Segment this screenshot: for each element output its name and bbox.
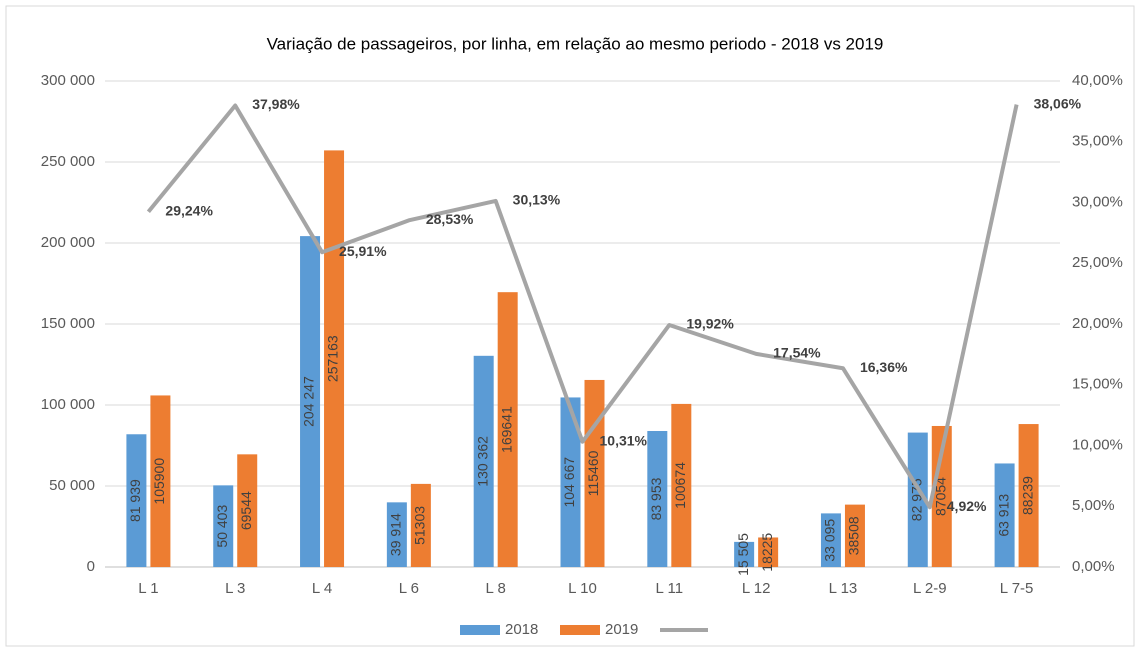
- bar: [324, 150, 345, 567]
- bar: [931, 425, 952, 567]
- data-label: 115460: [585, 450, 601, 496]
- y2-tick-label: 5,00%: [1072, 497, 1115, 514]
- chart-title: Variação de passageiros, por linha, em r…: [267, 34, 884, 53]
- data-label: 204 247: [301, 376, 317, 427]
- line-label: 4,92%: [947, 498, 987, 514]
- y-tick-label: 300 000: [41, 72, 95, 89]
- y-tick-label: 250 000: [41, 153, 95, 170]
- legend-label: 2018: [505, 621, 538, 638]
- legend-swatch: [560, 625, 600, 635]
- data-label: 50 403: [214, 505, 230, 548]
- x-tick-label: L 10: [568, 580, 597, 597]
- data-label: 87054: [932, 477, 948, 516]
- x-tick-label: L 8: [486, 580, 506, 597]
- data-label: 83 953: [648, 477, 664, 520]
- bar: [994, 463, 1015, 567]
- legend-label: 2019: [605, 621, 638, 638]
- y-tick-label: 200 000: [41, 234, 95, 251]
- line-label: 16,36%: [860, 359, 908, 375]
- y-tick-label: 50 000: [49, 477, 95, 494]
- bar: [126, 434, 147, 567]
- bar: [820, 513, 841, 567]
- data-label: 81 939: [127, 479, 143, 522]
- line-label: 28,53%: [426, 211, 474, 227]
- y2-tick-label: 0,00%: [1072, 558, 1115, 575]
- x-tick-label: L 12: [742, 580, 771, 597]
- bar: [584, 379, 605, 567]
- line-series: [146, 103, 1019, 510]
- y2-tick-label: 15,00%: [1072, 376, 1123, 393]
- bar: [386, 502, 407, 567]
- y2-tick-label: 25,00%: [1072, 254, 1123, 271]
- x-tick-label: L 7-5: [1000, 580, 1034, 597]
- data-label: 33 095: [822, 519, 838, 562]
- data-label: 130 362: [474, 436, 490, 487]
- line-label: 17,54%: [773, 345, 821, 361]
- y2-tick-label: 30,00%: [1072, 193, 1123, 210]
- line-label: 37,98%: [252, 96, 300, 112]
- data-label: 257163: [325, 335, 341, 382]
- y2-tick-label: 10,00%: [1072, 436, 1123, 453]
- bar: [300, 236, 321, 567]
- line-label: 30,13%: [513, 192, 561, 208]
- data-label: 169641: [498, 406, 514, 453]
- y-tick-label: 100 000: [41, 396, 95, 413]
- x-tick-label: L 4: [312, 580, 332, 597]
- data-label: 88239: [1019, 476, 1035, 515]
- data-label: 38508: [846, 516, 862, 555]
- line-label: 10,31%: [600, 432, 648, 448]
- data-label: 15 505: [735, 533, 751, 576]
- data-label: 63 913: [995, 494, 1011, 537]
- y2-tick-label: 35,00%: [1072, 133, 1123, 150]
- data-label: 104 667: [561, 457, 577, 508]
- legend-swatch: [460, 625, 500, 635]
- data-label: 100674: [672, 462, 688, 509]
- bar: [734, 541, 755, 567]
- y2-tick-label: 20,00%: [1072, 315, 1123, 332]
- bar: [237, 454, 258, 567]
- bar: [560, 397, 581, 567]
- bar: [150, 395, 171, 567]
- bar: [671, 403, 692, 567]
- y-tick-label: 150 000: [41, 315, 95, 332]
- bar: [647, 430, 668, 567]
- x-tick-label: L 6: [399, 580, 419, 597]
- bar: [473, 355, 494, 567]
- data-label: 69544: [238, 491, 254, 530]
- bar: [907, 432, 928, 567]
- line-label: 25,91%: [339, 243, 387, 259]
- bar: [410, 483, 431, 567]
- x-tick-label: L 1: [138, 580, 158, 597]
- data-label: 51303: [412, 506, 428, 545]
- line-label: 19,92%: [686, 316, 734, 332]
- bar: [844, 504, 865, 567]
- data-label: 18225: [759, 533, 775, 572]
- y2-tick-label: 40,00%: [1072, 72, 1123, 89]
- line-label: 38,06%: [1034, 95, 1082, 111]
- x-tick-label: L 2-9: [913, 580, 947, 597]
- bar: [758, 537, 779, 567]
- bar: [497, 292, 518, 567]
- x-tick-label: L 3: [225, 580, 245, 597]
- bar: [1018, 424, 1039, 567]
- y-tick-label: 0: [87, 558, 95, 575]
- data-label: 39 914: [388, 513, 404, 556]
- data-label: 105900: [151, 458, 167, 505]
- line-label: 29,24%: [165, 202, 213, 218]
- x-tick-label: L 11: [656, 580, 684, 597]
- x-tick-label: L 13: [829, 580, 858, 597]
- bar: [213, 485, 234, 567]
